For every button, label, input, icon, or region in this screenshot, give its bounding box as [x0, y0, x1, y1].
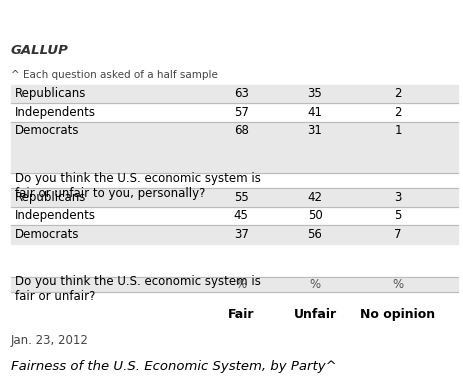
- Text: Fairness of the U.S. Economic System, by Party^: Fairness of the U.S. Economic System, by…: [11, 360, 336, 373]
- Text: 5: 5: [394, 210, 401, 222]
- Text: Independents: Independents: [15, 106, 96, 119]
- Text: 1: 1: [394, 124, 401, 137]
- Text: 63: 63: [233, 87, 248, 100]
- Text: Republicans: Republicans: [15, 87, 87, 100]
- Text: 55: 55: [233, 191, 248, 204]
- Bar: [11, 122, 457, 140]
- Text: Unfair: Unfair: [293, 308, 336, 322]
- Text: Fair: Fair: [227, 308, 254, 322]
- Bar: [11, 188, 457, 207]
- Text: Democrats: Democrats: [15, 228, 80, 241]
- Text: 42: 42: [307, 191, 322, 204]
- Text: 2: 2: [394, 106, 401, 119]
- Text: Do you think the U.S. economic system is
fair or unfair?: Do you think the U.S. economic system is…: [15, 275, 261, 303]
- Bar: [11, 84, 457, 103]
- Text: 31: 31: [307, 124, 322, 137]
- Text: Republicans: Republicans: [15, 191, 87, 204]
- Bar: [11, 225, 457, 244]
- Text: 41: 41: [307, 106, 322, 119]
- Text: GALLUP: GALLUP: [11, 44, 69, 57]
- Text: 2: 2: [394, 87, 401, 100]
- Text: Jan. 23, 2012: Jan. 23, 2012: [11, 334, 88, 347]
- Text: 35: 35: [307, 87, 322, 100]
- Text: 7: 7: [394, 228, 401, 241]
- Bar: [11, 140, 457, 173]
- Text: %: %: [392, 278, 403, 291]
- Text: 57: 57: [233, 106, 248, 119]
- Text: 3: 3: [394, 191, 401, 204]
- Text: ^ Each question asked of a half sample: ^ Each question asked of a half sample: [11, 70, 217, 80]
- Text: 56: 56: [307, 228, 322, 241]
- Text: Independents: Independents: [15, 210, 96, 222]
- Text: 37: 37: [233, 228, 248, 241]
- Text: %: %: [235, 278, 246, 291]
- Text: 50: 50: [307, 210, 322, 222]
- Text: 68: 68: [233, 124, 248, 137]
- Bar: [11, 277, 457, 292]
- Text: No opinion: No opinion: [360, 308, 435, 322]
- Text: 45: 45: [233, 210, 248, 222]
- Text: Do you think the U.S. economic system is
fair or unfair to you, personally?: Do you think the U.S. economic system is…: [15, 172, 261, 199]
- Text: %: %: [309, 278, 320, 291]
- Text: Democrats: Democrats: [15, 124, 80, 137]
